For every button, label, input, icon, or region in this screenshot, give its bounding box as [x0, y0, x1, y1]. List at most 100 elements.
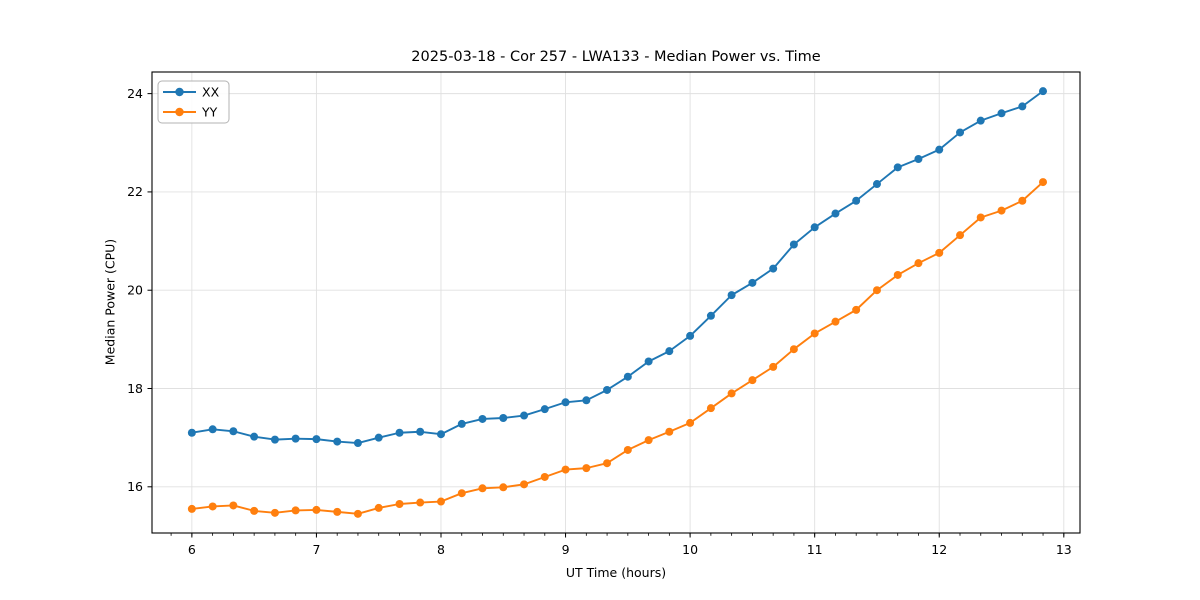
data-point	[623, 445, 632, 454]
legend-marker	[175, 107, 184, 117]
data-point	[291, 506, 300, 515]
x-tick-label: 11	[807, 542, 823, 557]
data-point	[603, 459, 612, 468]
data-point	[436, 497, 445, 506]
plot-border	[151, 71, 1081, 534]
x-tick-label: 8	[437, 542, 445, 557]
data-point	[665, 427, 674, 436]
chart-title: 2025-03-18 - Cor 257 - LWA133 - Median P…	[411, 49, 821, 65]
data-point	[623, 372, 632, 381]
data-point	[540, 405, 549, 414]
y-tick-label: 18	[127, 381, 143, 396]
data-point	[478, 484, 487, 493]
data-point	[416, 498, 425, 507]
data-point	[769, 264, 778, 273]
data-point	[748, 376, 757, 385]
legend-label: XX	[202, 84, 220, 99]
y-axis: 16 18 20 22 24	[127, 86, 152, 494]
data-point	[374, 433, 383, 442]
data-point	[187, 428, 196, 437]
data-point	[706, 404, 715, 413]
data-point	[810, 329, 819, 338]
data-point	[831, 317, 840, 326]
data-point	[520, 411, 529, 420]
gridlines	[152, 72, 1080, 533]
data-point	[1039, 178, 1048, 187]
data-point	[333, 437, 342, 446]
legend-label: YY	[201, 104, 218, 119]
y-axis-label: Median Power (CPU)	[102, 238, 118, 366]
data-point	[582, 464, 591, 473]
data-point	[250, 506, 259, 515]
data-point	[956, 128, 965, 137]
data-point	[478, 414, 487, 423]
data-point	[810, 223, 819, 232]
y-tick-label: 20	[127, 283, 143, 298]
data-point	[956, 231, 965, 240]
data-point	[727, 291, 736, 300]
data-point	[665, 347, 674, 356]
data-point	[270, 508, 279, 517]
legend: XX YY	[157, 80, 230, 124]
data-point	[748, 278, 757, 287]
data-point	[540, 472, 549, 481]
data-point	[457, 489, 466, 498]
data-point	[1039, 87, 1048, 96]
data-point	[312, 505, 321, 514]
data-point	[893, 270, 902, 279]
data-point	[416, 427, 425, 436]
x-tick-label: 9	[562, 542, 570, 557]
data-point	[976, 213, 985, 222]
data-point	[831, 209, 840, 218]
data-point	[187, 504, 196, 513]
data-point	[644, 436, 653, 445]
y-tick-label: 24	[127, 86, 143, 101]
data-point	[935, 248, 944, 257]
data-point	[893, 163, 902, 172]
data-point	[520, 480, 529, 489]
data-point	[395, 428, 404, 437]
data-point	[872, 180, 881, 189]
x-axis-label: UT Time (hours)	[565, 565, 667, 580]
data-point	[374, 503, 383, 512]
data-point	[769, 362, 778, 371]
data-point	[333, 507, 342, 516]
x-tick-label: 13	[1056, 542, 1072, 557]
data-point	[914, 259, 923, 268]
data-point	[789, 240, 798, 249]
data-point	[436, 430, 445, 439]
data-point	[872, 286, 881, 295]
data-point	[976, 116, 985, 125]
data-point	[229, 427, 238, 436]
data-point	[561, 398, 570, 407]
data-point	[914, 154, 923, 163]
data-point	[250, 432, 259, 441]
data-point	[353, 439, 362, 448]
data-point	[997, 206, 1006, 215]
y-tick-label: 22	[127, 184, 143, 199]
data-point	[789, 345, 798, 354]
data-point	[603, 385, 612, 394]
data-point	[706, 311, 715, 320]
data-point	[395, 500, 404, 509]
data-point	[582, 396, 591, 405]
data-point	[1018, 196, 1027, 205]
series-XX	[187, 87, 1048, 448]
data-point	[686, 418, 695, 427]
data-point	[727, 389, 736, 398]
data-point	[208, 425, 217, 434]
data-point	[499, 483, 508, 492]
series-YY	[187, 178, 1048, 518]
y-tick-label: 16	[127, 479, 143, 494]
x-axis: 6 7 8 9 10 11 12 13	[170, 533, 1072, 557]
x-tick-label: 6	[188, 542, 196, 557]
data-point	[561, 465, 570, 474]
x-tick-label: 7	[312, 542, 320, 557]
data-point	[1018, 102, 1027, 111]
legend-marker	[175, 87, 184, 97]
data-point	[686, 331, 695, 340]
data-point	[270, 435, 279, 444]
data-point	[852, 196, 861, 205]
data-point	[935, 145, 944, 154]
